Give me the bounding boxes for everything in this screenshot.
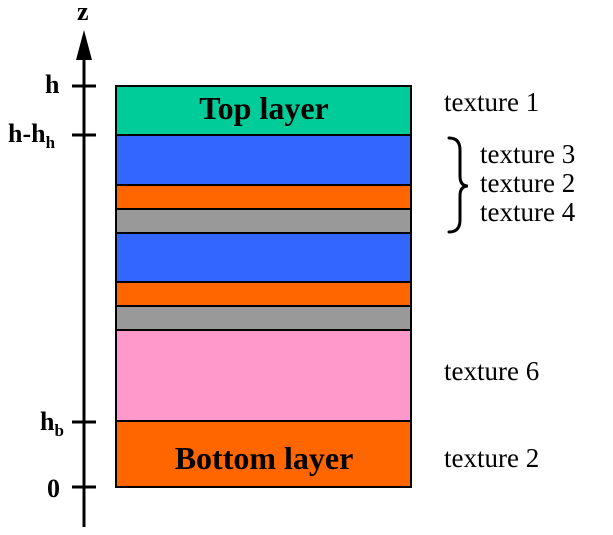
bottom-layer [115, 420, 412, 488]
curly-brace [447, 136, 469, 234]
orange-layer-1 [115, 184, 412, 210]
tick-label-h: h [45, 70, 60, 99]
z-axis-arrowhead [76, 30, 92, 60]
texture-label-group-2: texture 2 [480, 168, 575, 198]
texture-label-top: texture 1 [444, 87, 539, 117]
bottom-layer-title: Bottom layer [175, 440, 354, 476]
blue-layer-1 [115, 134, 412, 186]
texture-label-group-3: texture 4 [480, 197, 576, 227]
texture-label-bottom: texture 2 [444, 443, 539, 473]
tick-subscript-b: b [54, 421, 63, 440]
gray-layer-2 [115, 305, 412, 331]
tick-subscript-h: h [46, 133, 56, 152]
top-layer [115, 85, 412, 136]
gray-layer-1 [115, 208, 412, 234]
tick-label-h-minus-hh: h-hh [8, 119, 56, 152]
texture-label-group-1: texture 3 [480, 139, 575, 169]
z-axis-label: z [77, 0, 89, 26]
texture-label-pink: texture 6 [444, 356, 539, 386]
pink-layer [115, 329, 412, 422]
top-layer-title: Top layer [199, 90, 329, 126]
blue-layer-2 [115, 232, 412, 283]
orange-layer-2 [115, 281, 412, 307]
tick-label-zero: 0 [47, 474, 60, 503]
tick-label-hb: hb [40, 407, 64, 440]
layer-stack [115, 85, 412, 488]
